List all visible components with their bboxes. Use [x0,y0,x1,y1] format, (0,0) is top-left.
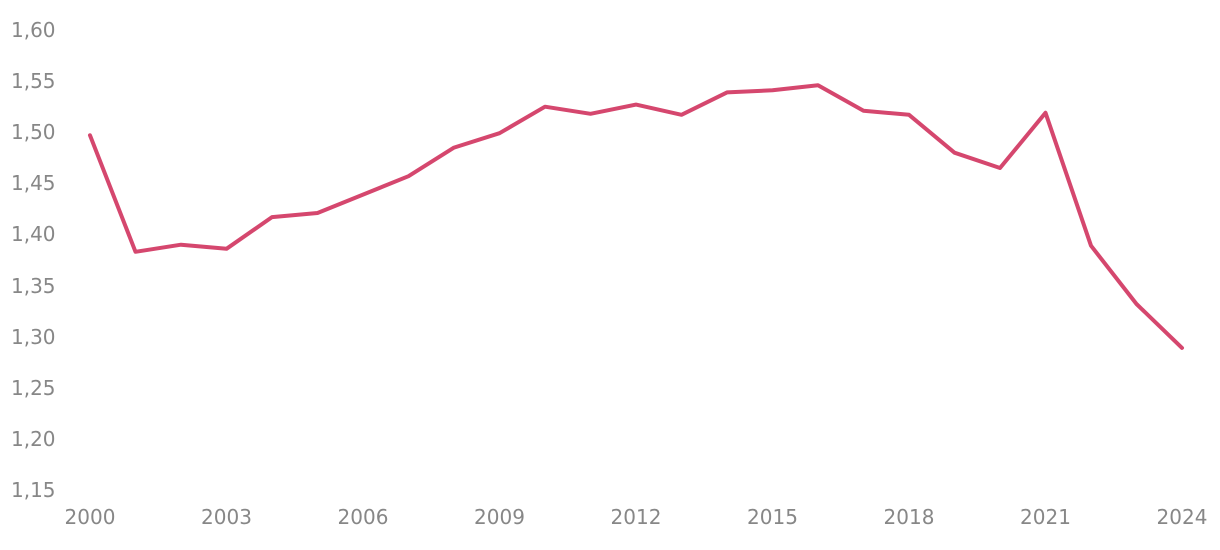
x-tick-label: 2024 [1156,505,1208,529]
x-tick-label: 2018 [883,505,935,529]
y-tick-label: 1,25 [11,375,56,400]
x-tick-label: 2009 [474,505,525,529]
y-tick-label: 1,45 [11,171,56,196]
y-tick-label: 1,55 [11,69,56,94]
y-tick-label: 1,50 [11,120,56,145]
y-tick-label: 1,20 [11,426,56,451]
y-tick-label: 1,60 [11,18,56,42]
x-tick-label: 2015 [747,505,798,529]
x-tick-label: 2003 [201,505,252,529]
y-tick-label: 1,35 [11,273,56,298]
y-tick-label: 1,30 [11,324,56,349]
x-tick-label: 2000 [64,505,116,529]
x-tick-label: 2006 [337,505,389,529]
x-tick-label: 2012 [610,505,662,529]
x-tick-label: 2021 [1020,505,1071,529]
y-tick-label: 1,40 [11,222,56,247]
y-tick-label: 1,15 [11,478,56,502]
trend-line [88,83,1184,350]
